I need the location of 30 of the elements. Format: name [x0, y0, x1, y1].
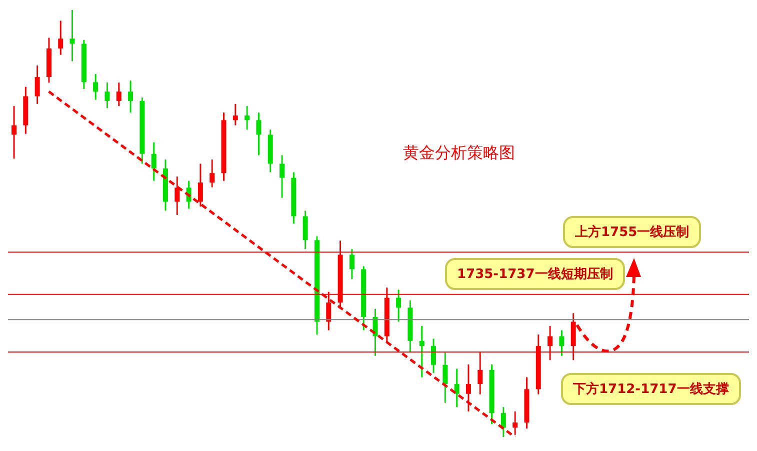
candlestick: [256, 112, 262, 156]
candlestick: [244, 105, 250, 130]
candlestick: [431, 338, 436, 374]
candlestick: [116, 82, 122, 107]
candlestick: [11, 105, 16, 160]
candlestick: [128, 80, 134, 114]
text: 黄金分析策略图: [403, 143, 515, 164]
candlestick: [93, 73, 98, 100]
candlestick: [500, 406, 506, 437]
annotation: 下方1712-1717一线支撑: [561, 373, 741, 405]
candlestick: [104, 82, 110, 109]
candlestick: [396, 288, 402, 322]
annotation: 1735-1737一线短期压制: [445, 258, 625, 290]
candlestick: [349, 248, 354, 280]
candlestick: [174, 176, 180, 216]
candlestick: [454, 368, 460, 408]
candlestick: [232, 103, 238, 126]
candlestick: [70, 10, 75, 62]
candlestick: [198, 162, 203, 208]
candlestick: [151, 142, 156, 182]
candlestick: [34, 64, 40, 105]
candlestick: [280, 154, 285, 199]
candlestick: [302, 210, 308, 250]
candlestick: [442, 350, 448, 404]
candlestick: [419, 325, 424, 378]
candlestick: [559, 330, 564, 357]
candlestick: [466, 364, 471, 412]
candlestick: [210, 158, 215, 188]
candlestick: [58, 20, 64, 56]
annotation: 上方1755一线压制: [563, 216, 702, 248]
